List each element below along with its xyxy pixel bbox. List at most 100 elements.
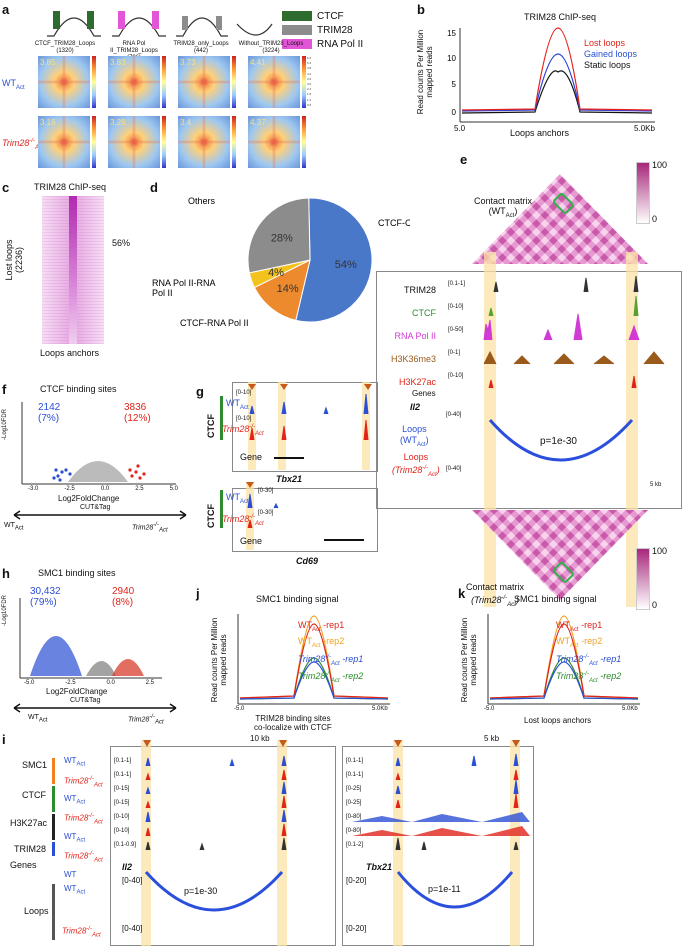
g-gene-tbx21: Tbx21 [276, 474, 303, 484]
i-loops-ko: Trim28-/-Act [62, 926, 101, 939]
panel-e-track-names: TRIM28 CTCF RNA Pol II H3K36me3 H3K27ac [390, 285, 436, 387]
scale-min: 0 [652, 214, 658, 224]
col-label-3: TRIM28_only_Loops (442) [173, 41, 229, 54]
i-bar-h3k27ac [52, 814, 55, 840]
i-right-loop-range-2: [0-20] [346, 924, 367, 933]
panel-c-xlabel: Loops anchors [40, 348, 100, 358]
i-right-browser [342, 746, 534, 946]
panel-f-arrow [13, 510, 187, 520]
i-bar-ctcf [52, 786, 55, 812]
panel-f-ko: Trim28-/-Act [132, 522, 168, 534]
g-ctcf-2: CTCF [206, 504, 216, 528]
panel-label-j: j [196, 586, 200, 601]
panel-h-wt: WTAct [28, 714, 48, 724]
panel-label-a: a [2, 2, 10, 17]
i-mark-smc1: SMC1 [22, 760, 48, 770]
i-loops-wt: WTAct [64, 884, 86, 896]
i-right-loop-arc [396, 871, 514, 909]
i-sample-labels: WTAct Trim28-/-Act WTAct Trim28-/-Act WT… [64, 756, 103, 879]
panel-f-arrow-label: CUT&Tag [80, 504, 111, 511]
panel-h-arrow [13, 703, 177, 713]
i-left-loop-range-1: [0-40] [122, 876, 143, 885]
matrix-top-label: Contact matrix (WTAct) [474, 196, 533, 219]
schematic-polii-trim28 [112, 11, 166, 37]
pie-slice-1 [253, 259, 311, 321]
panel-b-xleft: 5.0 [454, 124, 466, 133]
contact-matrix-bottom [472, 510, 648, 600]
gene-il2: Il2 [410, 402, 421, 412]
panel-e-track-frame [376, 271, 682, 509]
volcano-ctcf [21, 402, 176, 485]
i-left-loop-range-2: [0-40] [122, 924, 143, 933]
col-label-4: Without_TRIM28_Loops (3224) [238, 41, 304, 54]
apa-heatmap-wt-1: 3.85 [38, 56, 90, 108]
panel-b-ylabel: Read counts Per Million mapped reads [416, 29, 434, 115]
panel-j-xlabel: TRIM28 binding sites co-localize with CT… [254, 714, 332, 732]
i-genes-label: Genes [10, 860, 37, 870]
chipseq-heatmap [42, 196, 104, 344]
panel-g-box2 [232, 488, 378, 552]
loops-ko-label: Loops (Trim28-/-Act) [392, 452, 440, 478]
colorbar [162, 116, 166, 168]
svg-text:15: 15 [447, 29, 456, 38]
i-mark-ctcf: CTCF [22, 790, 46, 800]
i-right-pval: p=1e-11 [428, 884, 461, 894]
gained-loops-line [461, 53, 653, 112]
schematic-ctcf-trim28 [47, 11, 101, 37]
panel-b-title: TRIM28 ChIP-seq [523, 12, 597, 22]
svg-text:5: 5 [452, 80, 457, 89]
col-label-1: CTCF_TRIM28_Loops (1320) [34, 41, 96, 54]
loop-pvalue-e: p=1e-30 [540, 436, 577, 447]
panel-f-left-count: 2142 (7%) [38, 402, 61, 424]
panel-h-right-count: 2940 (8%) [112, 586, 135, 608]
pie-slice-3 [247, 197, 311, 274]
i-bar-smc1 [52, 758, 55, 784]
panel-f-xlabel: Log2FoldChange [58, 494, 120, 503]
scale-max-2: 100 [652, 546, 668, 556]
panel-c-pct: 56% [112, 238, 131, 248]
g-ko-1: Trim28-/-Act [222, 424, 264, 437]
anchor-highlight [248, 382, 256, 470]
loop-range-1: [0-40] [446, 412, 462, 418]
g-bar [220, 490, 223, 528]
pie-chart: 54% 14% 4% 28% CTCF-CTCF CTCF-RNA Pol II RNA P… [152, 196, 410, 328]
i-mark-h3k27ac: H3K27ac [10, 818, 48, 828]
row-label-wt: WTAct [2, 78, 25, 91]
legend-rnapol: RNA Pol II [282, 38, 363, 52]
panel-h-arrow-label: CUT&Tag [70, 697, 101, 704]
panel-k-ylabel: Read counts Per Million mapped reads [460, 617, 478, 703]
g-gene-label-2: Gene [240, 536, 263, 546]
panel-j-legend: WTAct -rep1 WTAct -rep2 Trim28-/-Act -re… [298, 620, 364, 685]
panel-k-xlabel: Lost loops anchors [524, 716, 592, 725]
i-right-ranges: [0.1-1] [0.1-1] [0-25] [0-25] [0-80] [0-80] [0… [346, 758, 364, 848]
panel-h-ko: Trim28-/-Act [128, 714, 164, 726]
loop-arc-e [488, 418, 634, 462]
colorbar [232, 56, 236, 108]
apa-heatmap-wt-3: 3.73 [178, 56, 230, 108]
panel-k-title: SMC1 binding signal [514, 594, 597, 604]
loop-schematic-row [47, 11, 273, 37]
i-right-loop-range-1: [0-20] [346, 876, 367, 885]
svg-text:0: 0 [452, 108, 457, 117]
colorbar [232, 116, 236, 168]
pie-slice-0 [295, 197, 373, 323]
loops-wt-label: Loops (WTAct) [400, 424, 429, 448]
anchor-highlight [278, 382, 286, 470]
panel-label-d: d [150, 180, 158, 195]
pie-pct-0: 54% [335, 259, 357, 271]
pie-label-2: RNA Pol II-RNA Pol II [152, 278, 216, 298]
panel-e-tracks [483, 275, 665, 389]
panel-label-b: b [417, 2, 425, 17]
panel-label-e: e [460, 152, 468, 167]
i-bar-trim28 [52, 842, 55, 856]
i-left-browser [110, 746, 336, 946]
panel-f-wt: WTAct [4, 522, 24, 532]
g-range-1: [0-10] [236, 390, 252, 396]
panel-c-title: TRIM28 ChIP-seq [34, 182, 107, 192]
panel-h-left-count: 30,432 (79%) [30, 586, 61, 608]
panel-k-legend: WTAct -rep1 WTAct -rep2 Trim28-/-Act -re… [556, 620, 622, 685]
i-left-pval: p=1e-30 [184, 886, 218, 896]
panel-label-h: h [2, 566, 10, 581]
g-range-2: [0-30] [258, 488, 274, 494]
apa-heatmap-ko-2: 3.28 [108, 116, 160, 168]
